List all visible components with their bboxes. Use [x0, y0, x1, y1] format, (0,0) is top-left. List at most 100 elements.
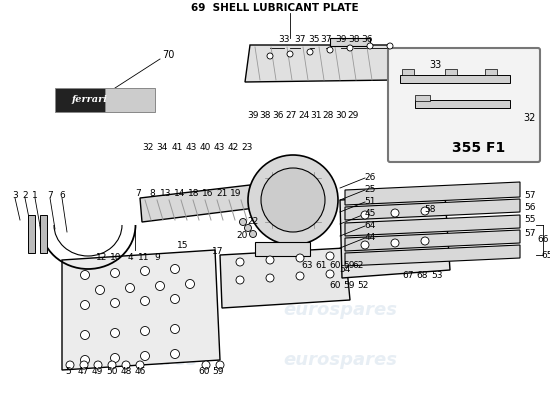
- Text: 25: 25: [364, 186, 376, 194]
- Text: 14: 14: [174, 188, 186, 198]
- Bar: [55, 88, 105, 112]
- Text: 59: 59: [212, 368, 224, 376]
- Text: 40: 40: [199, 144, 211, 152]
- Bar: [402, 69, 414, 75]
- Circle shape: [80, 356, 90, 364]
- Circle shape: [266, 256, 274, 264]
- Text: 57: 57: [524, 190, 536, 200]
- Polygon shape: [245, 45, 395, 82]
- Circle shape: [421, 237, 429, 245]
- Circle shape: [250, 230, 256, 238]
- Text: 30: 30: [336, 112, 346, 120]
- Circle shape: [296, 272, 304, 280]
- Text: 46: 46: [134, 368, 146, 376]
- Polygon shape: [140, 185, 255, 222]
- Circle shape: [185, 280, 195, 288]
- Circle shape: [421, 207, 429, 215]
- Text: 43: 43: [213, 144, 225, 152]
- Polygon shape: [345, 182, 520, 205]
- Circle shape: [267, 53, 273, 59]
- Circle shape: [170, 294, 179, 304]
- Circle shape: [327, 47, 333, 53]
- Circle shape: [326, 252, 334, 260]
- Circle shape: [361, 241, 369, 249]
- Circle shape: [307, 49, 313, 55]
- Circle shape: [361, 211, 369, 219]
- Circle shape: [202, 361, 210, 369]
- Text: 33: 33: [429, 60, 441, 70]
- Text: 53: 53: [431, 272, 443, 280]
- Circle shape: [245, 224, 251, 232]
- Circle shape: [236, 258, 244, 266]
- Circle shape: [170, 324, 179, 334]
- Text: 60: 60: [329, 260, 341, 270]
- Circle shape: [248, 155, 338, 245]
- Text: 24: 24: [298, 112, 310, 120]
- Circle shape: [96, 286, 104, 294]
- Text: 58: 58: [424, 206, 436, 214]
- Circle shape: [326, 270, 334, 278]
- Bar: [255, 242, 310, 256]
- Text: 67: 67: [402, 272, 414, 280]
- Text: 39: 39: [248, 112, 258, 120]
- FancyBboxPatch shape: [388, 48, 540, 162]
- Text: 63: 63: [301, 260, 313, 270]
- Polygon shape: [345, 230, 520, 251]
- Text: 13: 13: [160, 188, 172, 198]
- Text: 45: 45: [364, 210, 376, 218]
- Text: 31: 31: [310, 112, 322, 120]
- Text: 5: 5: [65, 368, 71, 376]
- Circle shape: [80, 300, 90, 310]
- Text: 27: 27: [285, 112, 296, 120]
- Circle shape: [111, 268, 119, 278]
- Circle shape: [296, 254, 304, 262]
- Text: 355 F1: 355 F1: [452, 141, 505, 155]
- Text: 64: 64: [364, 222, 376, 230]
- Text: 22: 22: [248, 218, 258, 226]
- Polygon shape: [345, 245, 520, 266]
- Text: 16: 16: [202, 188, 214, 198]
- Text: 69  SHELL LUBRICANT PLATE: 69 SHELL LUBRICANT PLATE: [191, 3, 359, 13]
- Text: 50: 50: [106, 368, 118, 376]
- Text: 33: 33: [278, 36, 290, 44]
- Text: 38: 38: [259, 112, 271, 120]
- Text: eurospares: eurospares: [283, 301, 397, 319]
- Text: 68: 68: [416, 272, 428, 280]
- Text: 41: 41: [171, 144, 183, 152]
- Bar: [40, 215, 47, 253]
- Circle shape: [140, 296, 150, 306]
- Circle shape: [80, 361, 88, 369]
- Text: eurospares: eurospares: [283, 351, 397, 369]
- Text: 54: 54: [339, 266, 351, 274]
- Text: 44: 44: [364, 234, 376, 242]
- Circle shape: [140, 326, 150, 336]
- Text: 43: 43: [185, 144, 197, 152]
- Circle shape: [80, 330, 90, 340]
- Bar: [400, 75, 510, 83]
- Text: 19: 19: [230, 188, 242, 198]
- Circle shape: [391, 239, 399, 247]
- Circle shape: [140, 352, 150, 360]
- Text: 23: 23: [241, 144, 252, 152]
- Polygon shape: [345, 215, 520, 236]
- Text: ferrari: ferrari: [72, 96, 108, 104]
- Text: 7: 7: [135, 188, 141, 198]
- Circle shape: [111, 328, 119, 338]
- Text: 7: 7: [47, 190, 53, 200]
- Text: 60: 60: [329, 280, 341, 290]
- Circle shape: [347, 45, 353, 51]
- Text: 37: 37: [320, 36, 332, 44]
- Text: 15: 15: [177, 240, 189, 250]
- Text: 47: 47: [78, 368, 89, 376]
- Text: 52: 52: [358, 280, 368, 290]
- Text: 26: 26: [364, 174, 376, 182]
- Text: 9: 9: [154, 252, 160, 262]
- Text: 37: 37: [294, 36, 306, 44]
- Bar: [445, 69, 457, 75]
- Bar: [28, 215, 35, 253]
- Text: 55: 55: [524, 216, 536, 224]
- Text: 2: 2: [22, 190, 28, 200]
- Circle shape: [136, 361, 144, 369]
- Circle shape: [216, 361, 224, 369]
- Text: 12: 12: [96, 252, 108, 262]
